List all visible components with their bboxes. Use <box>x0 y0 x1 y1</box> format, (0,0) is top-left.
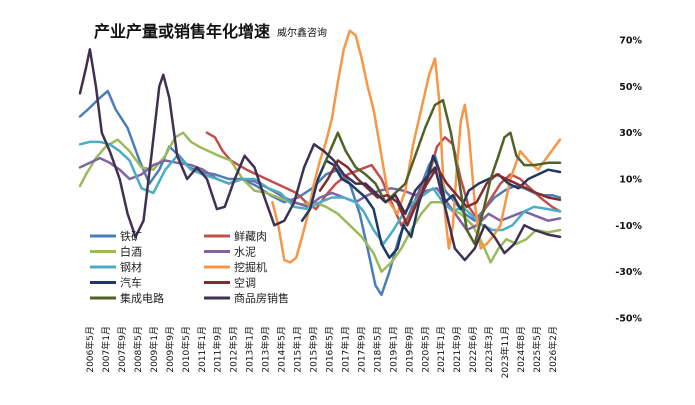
series-line-3 <box>78 131 562 273</box>
x-tick-label: 2019年1月 <box>387 326 399 373</box>
legend-label: 铁矿 <box>120 230 142 243</box>
x-tick-label: 2008年5月 <box>132 326 144 373</box>
x-tick-label: 2015年1月 <box>292 326 304 373</box>
legend-label: 空调 <box>234 276 256 290</box>
legend-label: 挖掘机 <box>234 260 267 274</box>
chart-subtitle: 威尔鑫咨询 <box>277 26 327 39</box>
series-layer <box>78 29 562 297</box>
x-tick-label: 2007年1月 <box>100 326 112 373</box>
x-tick-label: 2017年9月 <box>355 326 367 373</box>
x-tick-label: 2021年1月 <box>435 326 447 373</box>
x-tick-label: 2009年1月 <box>148 326 160 373</box>
x-tick-label: 2020年5月 <box>419 326 431 373</box>
x-tick-label: 2011年1月 <box>196 326 208 373</box>
y-axis-ticks: 70% 50% 30% 10% -10% -30% -50% <box>615 36 642 325</box>
y-tick-label: -10% <box>615 221 642 232</box>
x-axis-ticks: 2006年5月 2007年1月 2007年9月 2008年5月 2009年1月 2009年… <box>84 326 559 378</box>
x-tick-label: 2010年5月 <box>180 326 192 373</box>
y-tick-label: 70% <box>619 36 642 47</box>
x-tick-label: 2014年5月 <box>276 326 288 373</box>
y-tick-label: -30% <box>615 267 642 278</box>
series-line-6 <box>271 29 562 264</box>
x-tick-label: 2023年11月 <box>499 326 511 378</box>
x-tick-label: 2013年1月 <box>244 326 256 373</box>
x-tick-label: 2011年9月 <box>212 326 224 373</box>
legend-label: 白酒 <box>120 245 142 259</box>
x-tick-label: 2016年5月 <box>324 326 336 373</box>
x-tick-label: 2018年5月 <box>371 326 383 373</box>
legend-label: 鲜藏肉 <box>234 229 267 243</box>
x-tick-label: 2024年8月 <box>515 326 527 373</box>
x-tick-label: 2022年6月 <box>467 326 479 373</box>
y-tick-label: 30% <box>619 128 642 139</box>
x-tick-label: 2015年9月 <box>308 326 320 373</box>
legend-label: 钢材 <box>120 260 142 274</box>
legend-label: 汽车 <box>120 276 142 290</box>
y-tick-label: 50% <box>619 82 642 93</box>
x-tick-label: 2006年5月 <box>84 326 96 373</box>
x-tick-label: 2012年5月 <box>228 326 240 373</box>
legend-label: 水泥 <box>234 246 256 259</box>
y-tick-label: -50% <box>615 314 642 325</box>
legend-label: 商品房销售 <box>234 291 289 305</box>
chart-title: 产业产量或销售年化增速 <box>94 22 270 41</box>
legend-label: 集成电路 <box>120 291 164 305</box>
x-tick-label: 2025年5月 <box>531 326 543 373</box>
x-tick-label: 2009年9月 <box>164 326 176 373</box>
x-tick-label: 2013年9月 <box>260 326 272 373</box>
y-tick-label: 10% <box>619 175 642 186</box>
x-tick-label: 2017年1月 <box>339 326 351 373</box>
x-tick-label: 2023年3月 <box>483 326 495 373</box>
series-line-10 <box>78 48 562 262</box>
series-line-9 <box>322 98 562 246</box>
x-tick-label: 2026年2月 <box>547 326 559 373</box>
series-line-8 <box>318 159 562 227</box>
x-tick-label: 2021年9月 <box>451 326 463 373</box>
x-tick-label: 2007年9月 <box>116 326 128 373</box>
x-tick-label: 2019年9月 <box>403 326 415 373</box>
